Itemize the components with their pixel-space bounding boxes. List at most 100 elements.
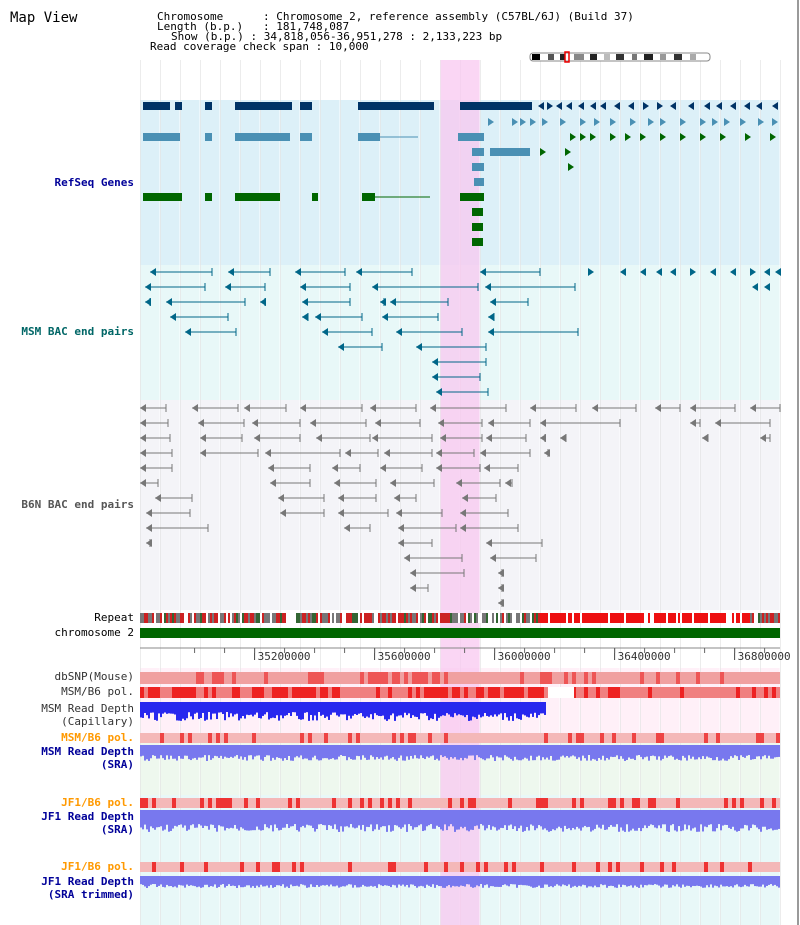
repeat-mark — [530, 613, 532, 623]
jf1-trimmed-depth-bar — [556, 876, 558, 885]
msm-b6-pol-heat-cell — [492, 687, 496, 698]
jf1-sra-depth-bar — [490, 810, 492, 830]
msm-b6-pol-heat-cell — [168, 687, 172, 698]
msm-sra-depth-bar — [466, 745, 468, 759]
jf1-trimmed-depth-bar — [196, 876, 198, 888]
jf1-sra-depth-bar — [606, 810, 608, 830]
msm-sra-depth-bar — [232, 745, 234, 758]
jf1-b6-pol-heat-cell — [472, 798, 476, 808]
dbsnp-heat-cell — [508, 672, 512, 684]
jf1-sra-depth-bar — [416, 810, 418, 828]
dbsnp-heat-cell — [244, 672, 248, 684]
dbsnp-heat-cell — [152, 672, 156, 684]
jf1-trimmed-depth-bar — [438, 876, 440, 887]
msm-bac-end-pair-end — [300, 283, 306, 291]
msm-sra-depth-bar — [160, 745, 162, 756]
msm-sra-depth-bar — [368, 745, 370, 760]
jf1-trimmed-depth-bar — [550, 876, 552, 887]
dbsnp-heat-cell — [368, 672, 372, 684]
repeat-mark — [724, 613, 726, 623]
jf1-trimmed-depth-bar — [616, 876, 618, 888]
msm-b6-pol-2-heat-cell — [488, 733, 492, 743]
jf1-trimmed-depth-bar — [460, 876, 462, 886]
msm-capillary-depth-bar — [244, 702, 246, 719]
msm-b6-pol-heat-cell — [756, 687, 760, 698]
dbsnp-heat-cell — [624, 672, 628, 684]
jf1-trimmed-depth-bar — [174, 876, 176, 887]
repeat-mark — [228, 613, 230, 623]
jf1-sra-depth-bar — [640, 810, 642, 832]
jf1-b6-pol-2-heat-cell — [396, 862, 400, 872]
jf1-b6-pol-heat-cell — [676, 798, 680, 808]
repeat-mark — [406, 613, 408, 623]
msm-sra-depth-bar — [292, 745, 294, 761]
jf1-b6-pol-2-heat-cell — [212, 862, 216, 872]
jf1-b6-pol-heat-cell — [156, 798, 160, 808]
refseq-gene-arrow — [488, 118, 494, 126]
jf1-b6-pol-2-heat-cell — [652, 862, 656, 872]
jf1-sra-depth-bar — [710, 810, 712, 825]
msm-sra-depth-bar — [144, 745, 146, 761]
track-label-msm-depth-capillary: MSM Read Depth — [41, 702, 134, 715]
msm-sra-depth-bar — [660, 745, 662, 761]
jf1-trimmed-depth-bar — [312, 876, 314, 887]
msm-capillary-depth-bar — [356, 702, 358, 715]
repeat-mark — [160, 613, 162, 623]
msm-b6-pol-2-heat-cell — [712, 733, 716, 743]
axis-tick-label: 35600000 — [378, 650, 431, 663]
msm-b6-pol-heat-cell — [176, 687, 180, 698]
repeat-mark — [214, 613, 216, 623]
jf1-trimmed-depth-bar — [162, 876, 164, 887]
jf1-trimmed-depth-bar — [432, 876, 434, 885]
msm-capillary-depth-bar — [336, 702, 338, 716]
msm-capillary-depth-bar — [430, 702, 432, 719]
dbsnp-heat-cell — [140, 672, 144, 684]
repeat-mark — [708, 613, 710, 623]
jf1-sra-depth-bar — [252, 810, 254, 831]
msm-b6-pol-2-heat-cell — [628, 733, 632, 743]
msm-sra-depth-bar — [664, 745, 666, 756]
jf1-trimmed-depth-bar — [730, 876, 732, 887]
jf1-trimmed-depth-bar — [348, 876, 350, 885]
jf1-b6-pol-2-heat-cell — [520, 862, 524, 872]
repeat-mark — [426, 613, 428, 623]
jf1-sra-depth-bar — [284, 810, 286, 828]
jf1-trimmed-depth-bar — [464, 876, 466, 887]
dbsnp-heat-cell — [328, 672, 332, 684]
repeat-mark — [384, 613, 386, 623]
dbsnp-heat-cell — [304, 672, 308, 684]
coverage-label: Read coverage check span — [150, 40, 309, 53]
jf1-sra-depth-bar — [560, 810, 562, 829]
dbsnp-heat-cell — [660, 672, 664, 684]
msm-b6-pol-heat-cell — [228, 687, 232, 698]
msm-sra-depth-bar — [766, 745, 768, 759]
msm-sra-depth-bar — [294, 745, 296, 758]
jf1-b6-pol-heat-cell — [460, 798, 464, 808]
dbsnp-heat-cell — [416, 672, 420, 684]
msm-capillary-depth-bar — [376, 702, 378, 716]
jf1-b6-pol-2-heat-cell — [400, 862, 404, 872]
jf1-trimmed-depth-bar — [272, 876, 274, 888]
jf1-trimmed-depth-bar — [578, 876, 580, 886]
jf1-sra-depth-bar — [224, 810, 226, 831]
dbsnp-heat-cell — [360, 672, 364, 684]
msm-sra-depth-bar — [530, 745, 532, 756]
repeat-mark — [664, 613, 666, 623]
jf1-sra-depth-bar — [536, 810, 538, 829]
msm-capillary-depth-bar — [246, 702, 248, 715]
repeat-mark — [234, 613, 236, 623]
msm-capillary-depth-bar — [436, 702, 438, 721]
msm-capillary-depth-bar — [450, 702, 452, 717]
msm-capillary-depth-bar — [398, 702, 400, 716]
msm-b6-pol-2-heat-cell — [696, 733, 700, 743]
msm-b6-pol-heat-cell — [328, 687, 332, 698]
msm-b6-pol-2-heat-cell — [552, 733, 556, 743]
msm-capillary-depth-bar — [190, 702, 192, 717]
msm-b6-pol-2-heat-cell — [680, 733, 684, 743]
jf1-b6-pol-heat-cell — [564, 798, 568, 808]
msm-b6-pol-2-heat-cell — [372, 733, 376, 743]
msm-b6-pol-2-heat-cell — [596, 733, 600, 743]
jf1-trimmed-depth-bar — [546, 876, 548, 885]
msm-sra-depth-bar — [560, 745, 562, 757]
